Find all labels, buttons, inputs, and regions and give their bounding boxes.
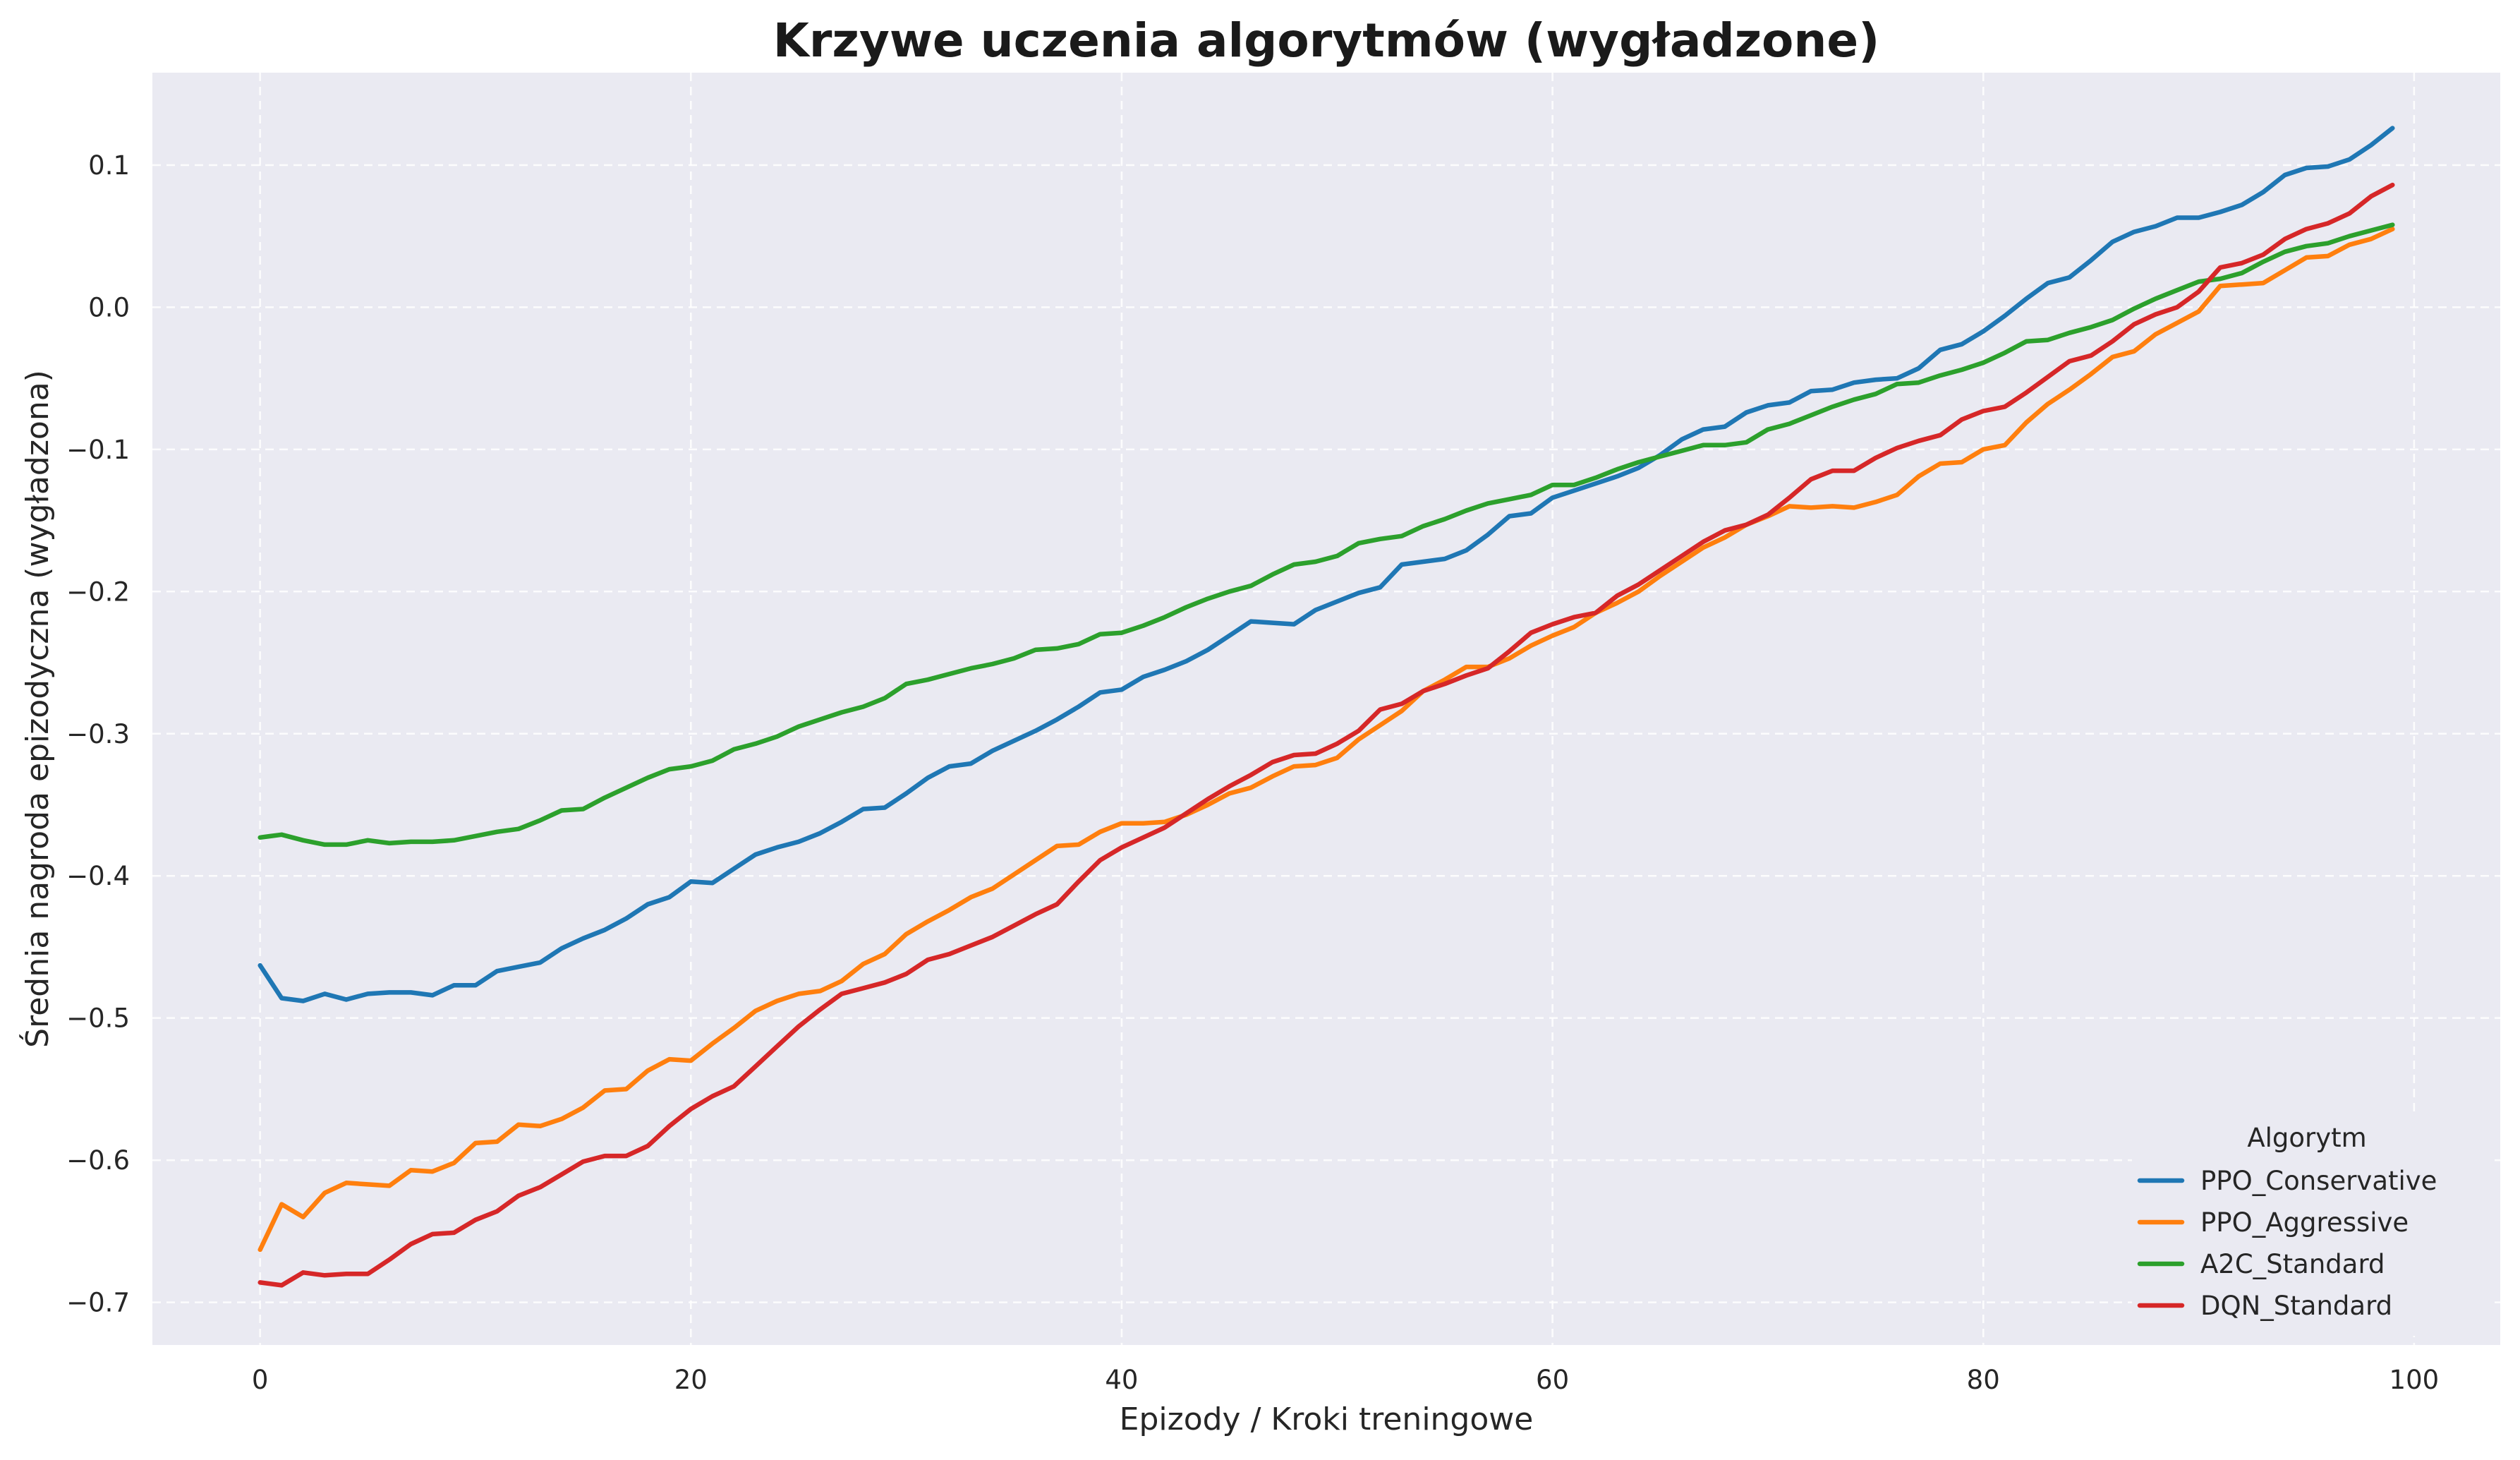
legend-label: A2C_Standard (2200, 1249, 2385, 1279)
y-tick-label: −0.7 (66, 1288, 130, 1318)
y-tick-label: −0.2 (66, 577, 130, 607)
x-tick-label: 20 (674, 1365, 708, 1395)
x-tick-label: 40 (1105, 1365, 1138, 1395)
x-tick-label: 60 (1536, 1365, 1569, 1395)
chart-title: Krzywe uczenia algorytmów (wygładzone) (773, 13, 1880, 68)
legend-title: Algorytm (2247, 1123, 2366, 1153)
y-axis-label: Średnia nagroda epizodyczna (wygładzona) (18, 370, 56, 1048)
y-tick-label: −0.6 (66, 1145, 130, 1176)
grid-lines (152, 73, 2500, 1345)
tick-labels: 0 20 40 60 80 100 −0.7 −0.6 −0.5 −0.4 −0.3 −0.2 −0.1… (66, 150, 2439, 1395)
series-lines (258, 126, 2395, 1288)
legend-label: PPO_Conservative (2200, 1166, 2437, 1196)
series-line-ppo-aggressive (258, 227, 2395, 1253)
legend-item: PPO_Conservative (2137, 1166, 2437, 1196)
y-tick-label: −0.3 (66, 719, 130, 749)
x-tick-label: 0 (252, 1365, 269, 1395)
series-line-ppo-conservative (258, 126, 2395, 1003)
legend-label: DQN_Standard (2200, 1291, 2392, 1321)
x-tick-label: 100 (2389, 1365, 2440, 1395)
y-tick-label: −0.4 (66, 861, 130, 891)
legend-item: A2C_Standard (2137, 1249, 2385, 1279)
legend-items: PPO_Conservative PPO_Aggressive A2C_Standa… (2137, 1166, 2437, 1321)
legend-item: PPO_Aggressive (2137, 1207, 2409, 1238)
legend-label: PPO_Aggressive (2200, 1207, 2409, 1238)
x-tick-label: 80 (1967, 1365, 2000, 1395)
legend-box (2132, 1111, 2492, 1336)
plot-area (152, 73, 2500, 1345)
y-tick-label: −0.1 (66, 435, 130, 465)
x-axis-label: Epizody / Kroki treningowe (1120, 1401, 1534, 1437)
y-tick-label: −0.5 (66, 1003, 130, 1034)
legend: Algorytm PPO_Conservative PPO_Aggressive A… (2132, 1111, 2492, 1336)
series-line-dqn-standard (258, 182, 2395, 1288)
y-tick-label: 0.0 (88, 292, 130, 322)
legend-item: DQN_Standard (2137, 1291, 2392, 1321)
series-line-a2c-standard (258, 222, 2395, 847)
y-tick-label: 0.1 (88, 150, 130, 181)
